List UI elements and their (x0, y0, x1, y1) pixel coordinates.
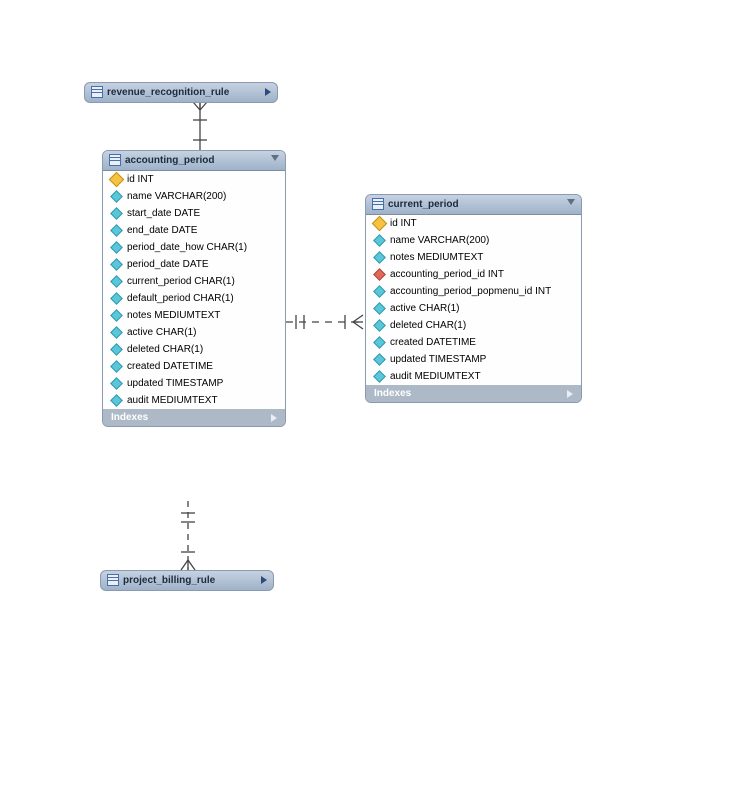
column-label: active CHAR(1) (390, 303, 459, 314)
column-label: deleted CHAR(1) (127, 344, 203, 355)
column-icon (110, 292, 123, 305)
column-icon (110, 241, 123, 254)
column-icon (373, 234, 386, 247)
column-label: start_date DATE (127, 208, 200, 219)
column-label: current_period CHAR(1) (127, 276, 235, 287)
column-label: end_date DATE (127, 225, 197, 236)
column-row[interactable]: period_date DATE (103, 256, 285, 273)
column-icon (110, 258, 123, 271)
table-header[interactable]: accounting_period (103, 151, 285, 171)
column-icon (373, 285, 386, 298)
column-label: name VARCHAR(200) (127, 191, 226, 202)
table-revenue-recognition-rule[interactable]: revenue_recognition_rule (84, 82, 278, 103)
column-icon (110, 309, 123, 322)
table-title: current_period (388, 199, 459, 210)
column-row[interactable]: id INT (103, 171, 285, 188)
column-row[interactable]: start_date DATE (103, 205, 285, 222)
column-icon (373, 302, 386, 315)
column-label: created DATETIME (390, 337, 476, 348)
column-label: id INT (390, 218, 417, 229)
column-label: period_date DATE (127, 259, 209, 270)
column-row[interactable]: audit MEDIUMTEXT (366, 368, 581, 385)
column-row[interactable]: active CHAR(1) (103, 324, 285, 341)
column-row[interactable]: period_date_how CHAR(1) (103, 239, 285, 256)
expand-icon (271, 414, 277, 422)
table-title: project_billing_rule (123, 575, 215, 586)
column-icon (110, 326, 123, 339)
column-row[interactable]: end_date DATE (103, 222, 285, 239)
column-row[interactable]: id INT (366, 215, 581, 232)
column-row[interactable]: current_period CHAR(1) (103, 273, 285, 290)
column-icon (110, 394, 123, 407)
column-label: deleted CHAR(1) (390, 320, 466, 331)
column-row[interactable]: updated TIMESTAMP (103, 375, 285, 392)
column-icon (110, 190, 123, 203)
table-title: accounting_period (125, 155, 214, 166)
column-label: accounting_period_id INT (390, 269, 504, 280)
indexes-section[interactable]: Indexes (366, 385, 581, 402)
primary-key-icon (372, 216, 388, 232)
column-row[interactable]: name VARCHAR(200) (366, 232, 581, 249)
column-icon (110, 207, 123, 220)
expand-icon (261, 576, 267, 584)
indexes-label: Indexes (374, 388, 411, 399)
column-icon (373, 319, 386, 332)
column-label: audit MEDIUMTEXT (127, 395, 218, 406)
collapse-icon (271, 155, 279, 165)
column-row[interactable]: accounting_period_popmenu_id INT (366, 283, 581, 300)
column-label: period_date_how CHAR(1) (127, 242, 247, 253)
column-row[interactable]: default_period CHAR(1) (103, 290, 285, 307)
column-label: id INT (127, 174, 154, 185)
column-icon (373, 353, 386, 366)
column-icon (110, 343, 123, 356)
table-header[interactable]: current_period (366, 195, 581, 215)
column-row[interactable]: updated TIMESTAMP (366, 351, 581, 368)
table-title: revenue_recognition_rule (107, 87, 229, 98)
column-label: updated TIMESTAMP (390, 354, 486, 365)
column-row[interactable]: notes MEDIUMTEXT (103, 307, 285, 324)
column-row[interactable]: active CHAR(1) (366, 300, 581, 317)
indexes-label: Indexes (111, 412, 148, 423)
column-row[interactable]: accounting_period_id INT (366, 266, 581, 283)
column-row[interactable]: name VARCHAR(200) (103, 188, 285, 205)
column-label: default_period CHAR(1) (127, 293, 234, 304)
column-row[interactable]: created DATETIME (103, 358, 285, 375)
column-icon (110, 377, 123, 390)
column-label: name VARCHAR(200) (390, 235, 489, 246)
table-icon (91, 86, 103, 98)
column-label: accounting_period_popmenu_id INT (390, 286, 551, 297)
indexes-section[interactable]: Indexes (103, 409, 285, 426)
column-list: id INT name VARCHAR(200) notes MEDIUMTEXT a… (366, 215, 581, 385)
column-row[interactable]: created DATETIME (366, 334, 581, 351)
column-label: notes MEDIUMTEXT (127, 310, 220, 321)
table-project-billing-rule[interactable]: project_billing_rule (100, 570, 274, 591)
table-icon (107, 574, 119, 586)
table-current-period[interactable]: current_period id INT name VARCHAR(200) no… (365, 194, 582, 403)
table-accounting-period[interactable]: accounting_period id INT name VARCHAR(200… (102, 150, 286, 427)
column-list: id INT name VARCHAR(200) start_date DATE en… (103, 171, 285, 409)
expand-icon (265, 88, 271, 96)
column-row[interactable]: deleted CHAR(1) (103, 341, 285, 358)
column-icon (373, 251, 386, 264)
foreign-key-icon (373, 268, 386, 281)
column-icon (373, 370, 386, 383)
expand-icon (567, 390, 573, 398)
column-icon (110, 275, 123, 288)
column-label: active CHAR(1) (127, 327, 196, 338)
table-icon (372, 198, 384, 210)
primary-key-icon (109, 172, 125, 188)
column-label: created DATETIME (127, 361, 213, 372)
collapse-icon (567, 199, 575, 209)
table-icon (109, 154, 121, 166)
column-icon (373, 336, 386, 349)
column-icon (110, 360, 123, 373)
column-label: audit MEDIUMTEXT (390, 371, 481, 382)
column-icon (110, 224, 123, 237)
column-label: updated TIMESTAMP (127, 378, 223, 389)
column-row[interactable]: notes MEDIUMTEXT (366, 249, 581, 266)
column-row[interactable]: audit MEDIUMTEXT (103, 392, 285, 409)
column-label: notes MEDIUMTEXT (390, 252, 483, 263)
column-row[interactable]: deleted CHAR(1) (366, 317, 581, 334)
